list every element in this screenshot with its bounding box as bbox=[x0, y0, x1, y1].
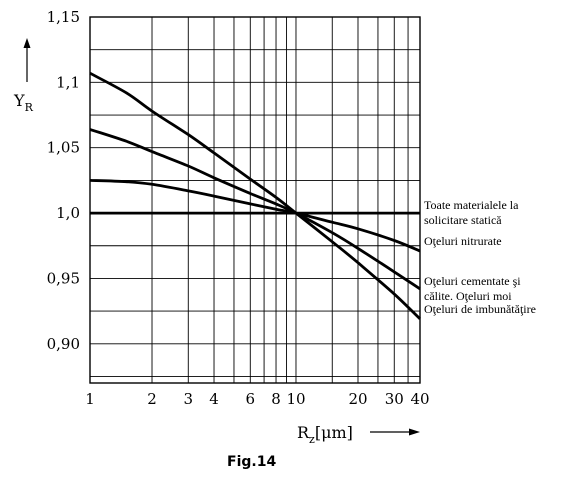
y-axis-label: YR bbox=[13, 91, 34, 114]
x-tick-label: 8 bbox=[271, 390, 281, 408]
x-tick-label: 40 bbox=[410, 390, 429, 408]
series-label-3: Oţeluri cementate şi bbox=[424, 274, 521, 288]
y-tick-label: 1,15 bbox=[47, 8, 80, 26]
x-tick-label: 6 bbox=[246, 390, 256, 408]
series-label-1: Toate materialele la bbox=[424, 198, 519, 212]
grid bbox=[89, 16, 421, 384]
series-line-4 bbox=[89, 71, 421, 320]
x-tick-label: 1 bbox=[85, 390, 95, 408]
y-tick-label: 1,0 bbox=[56, 204, 80, 222]
x-tick-label: 20 bbox=[348, 390, 367, 408]
series-label-3: călite. Oţeluri moi bbox=[424, 289, 512, 303]
x-tick-label: 2 bbox=[147, 390, 157, 408]
series-label-1: solicitare statică bbox=[424, 213, 502, 227]
x-tick-label: 3 bbox=[184, 390, 194, 408]
series-label-4: Oţeluri de imbunătăţire bbox=[424, 302, 536, 316]
series-line-2 bbox=[89, 179, 421, 253]
series-lines bbox=[89, 71, 421, 320]
y-axis-title: YR bbox=[13, 38, 34, 114]
y-tick-label: 1,1 bbox=[56, 73, 80, 91]
plot-frame bbox=[89, 16, 421, 384]
x-axis-title: Rz[μm] bbox=[297, 423, 420, 446]
y-tick-label: 1,05 bbox=[47, 139, 80, 157]
x-tick-label: 30 bbox=[385, 390, 404, 408]
y-axis-arrow-head bbox=[23, 38, 31, 48]
series-label-2: Oţeluri nitrurate bbox=[424, 234, 502, 248]
x-tick-label: 10 bbox=[286, 390, 305, 408]
x-axis-label: Rz[μm] bbox=[297, 423, 353, 446]
y-tick-label: 0,95 bbox=[47, 269, 80, 287]
x-tick-label: 4 bbox=[209, 390, 219, 408]
series-line-3 bbox=[89, 128, 421, 291]
tick-labels: 0,90 0,95 1,0 1,05 1,1 1,15 1 2 3 4 6 8 10 20 30 40 bbox=[47, 8, 430, 408]
x-axis-arrow-head bbox=[409, 428, 420, 436]
y-tick-label: 0,90 bbox=[47, 335, 80, 353]
figure-caption: Fig.14 bbox=[227, 454, 276, 470]
